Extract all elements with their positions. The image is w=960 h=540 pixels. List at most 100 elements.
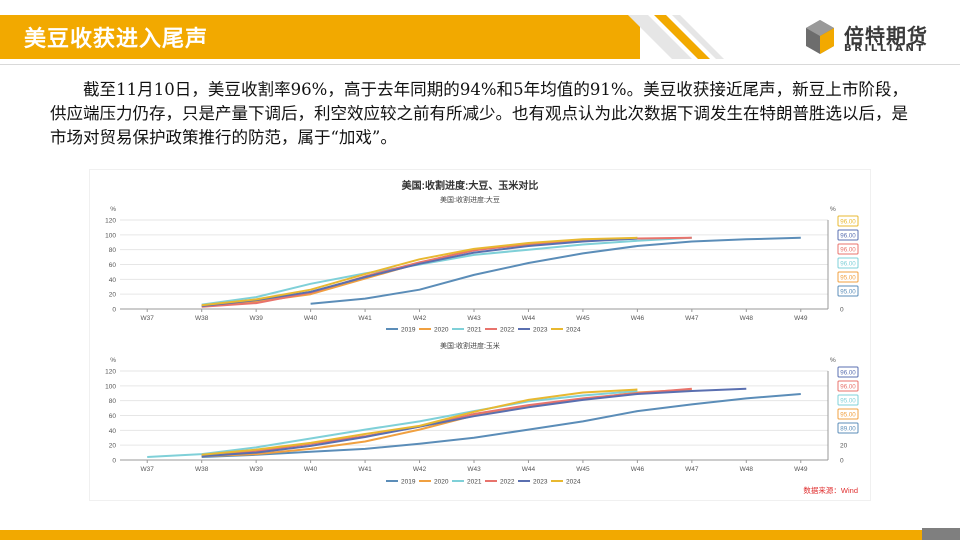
body-paragraph: 截至11月10日，美豆收割率96%，高于去年同期的94%和5年均值的91%。美豆… — [50, 80, 908, 147]
chart1-x-tick-label: W43 — [467, 315, 481, 322]
chart2-end-label-value: 96.00 — [840, 370, 856, 377]
chart1-end-label-box — [837, 257, 859, 269]
chart1-legend-label: 2021 — [467, 327, 482, 334]
chart2-legend-label: 2022 — [500, 479, 515, 486]
chart1-subtitle: 美国:收割进度:大豆 — [440, 195, 500, 204]
chart1-x-tick-label: W38 — [195, 315, 209, 322]
chart1-end-label-value: 95.00 — [840, 289, 856, 296]
chart1-x-tick-label: W48 — [740, 315, 754, 322]
chart1-y-tick-left: 120 — [105, 218, 116, 225]
chart2-y-tick-left: 60 — [109, 413, 117, 420]
chart2-legend-label: 2023 — [533, 479, 548, 486]
chart1-end-label-box — [837, 285, 859, 297]
chart1-x-tick-label: W42 — [413, 315, 427, 322]
chart2-end-label-value: 96.00 — [840, 384, 856, 391]
chart2-y-tick-left: 100 — [105, 383, 116, 390]
chart1-x-tick-label: W45 — [576, 315, 590, 322]
chart2-end-label-box — [837, 366, 859, 378]
logo-text-en: BRILLIANT — [844, 43, 926, 54]
chart1-end-label-value: 96.00 — [840, 261, 856, 268]
chart2-x-tick-label: W43 — [467, 466, 481, 473]
chart2-y-tick-left: 0 — [112, 458, 116, 465]
chart1-y-tick-left: 80 — [109, 247, 117, 254]
chart1-end-label-box — [837, 243, 859, 255]
chart1-y-unit-right: % — [830, 206, 836, 213]
chart2-y-tick-left: 40 — [109, 428, 117, 435]
chart2-x-tick-label: W47 — [685, 466, 699, 473]
footer-bar — [0, 530, 960, 540]
chart1-x-tick-label: W47 — [685, 315, 699, 322]
chart2-y-tick-left: 120 — [105, 369, 116, 376]
chart2-series-line-2019 — [201, 393, 801, 458]
chart1-legend-label: 2022 — [500, 327, 515, 334]
chart2-end-label-value: 95.00 — [840, 412, 856, 419]
chart1-y-tick-left: 60 — [109, 262, 117, 269]
chart2-x-tick-label: W41 — [358, 466, 372, 473]
chart1-y-tick-left: 0 — [112, 307, 116, 314]
figure-title: 美国:收割进度:大豆、玉米对比 — [402, 179, 539, 192]
chart2-series-line-2022 — [201, 387, 692, 457]
chart2-series-line-2021 — [147, 390, 638, 458]
chart1-legend-label: 2019 — [401, 327, 416, 334]
chart1-x-tick-label: W46 — [631, 315, 645, 322]
chart2-x-tick-label: W37 — [141, 466, 155, 473]
chart1-y-tick-left: 100 — [105, 232, 116, 239]
chart1-series-line-2023 — [201, 237, 638, 307]
chart2-subtitle: 美国:收割进度:玉米 — [440, 341, 500, 350]
chart2-end-label-value: 89.00 — [840, 426, 856, 433]
chart2-end-label-box — [837, 380, 859, 392]
chart1-x-tick-label: W41 — [358, 315, 372, 322]
chart1-end-label-value: 96.00 — [840, 219, 856, 226]
chart2-x-tick-label: W45 — [576, 466, 590, 473]
chart1-legend-label: 2020 — [434, 327, 449, 334]
footer-corner — [922, 528, 960, 540]
chart2-series-line-2023 — [201, 387, 747, 458]
chart1-end-label-box — [837, 271, 859, 283]
chart2-series-line-2024 — [201, 388, 638, 456]
chart1-x-tick-label: W44 — [522, 315, 536, 322]
chart2-x-tick-label: W39 — [249, 466, 263, 473]
chart2-legend-label: 2021 — [467, 479, 482, 486]
chart1-series-line-2021 — [201, 236, 692, 306]
chart2-y-unit-right: % — [830, 357, 836, 364]
chart2-x-tick-label: W46 — [631, 466, 645, 473]
chart1-end-label-value: 96.00 — [840, 233, 856, 240]
logo-icon — [806, 20, 834, 54]
chart1-x-tick-label: W39 — [249, 315, 263, 322]
chart2-legend-label: 2020 — [434, 479, 449, 486]
chart1-end-label-value: 95.00 — [840, 275, 856, 282]
chart1-y-tick-left: 40 — [109, 277, 117, 284]
chart2-y-unit-left: % — [110, 357, 116, 364]
chart2-end-label-box — [837, 394, 859, 406]
chart2-x-tick-label: W42 — [413, 466, 427, 473]
chart1-end-label-box — [837, 215, 859, 227]
chart1-x-tick-label: W49 — [794, 315, 808, 322]
harvest-progress-figure: 美国:收割进度:大豆、玉米对比 数据来源：Wind 美国:收割进度:大豆% % 0 2… — [105, 179, 859, 495]
chart1-y-tick-right: 0 — [840, 307, 844, 314]
chart-panel: 美国:收割进度:大豆、玉米对比 数据来源：Wind 美国:收割进度:大豆%% 0 2… — [90, 170, 870, 500]
chart2-x-tick-label: W48 — [740, 466, 754, 473]
chart2-x-tick-label: W40 — [304, 466, 318, 473]
chart2-y-tick-left: 20 — [109, 443, 117, 450]
chart2-end-label-box — [837, 422, 859, 434]
chart1-legend-label: 2024 — [566, 327, 581, 334]
chart2-x-tick-label: W44 — [522, 466, 536, 473]
chart1-end-label-value: 96.00 — [840, 247, 856, 254]
title-stripes-decoration — [628, 15, 724, 59]
chart1-end-label-box — [837, 229, 859, 241]
chart1-y-unit-left: % — [110, 206, 116, 213]
logo-text-cn: 倍特期货 — [844, 24, 928, 48]
chart2-y-tick-right: 0 — [840, 458, 844, 465]
chart1-x-tick-label: W40 — [304, 315, 318, 322]
chart2-legend-label: 2024 — [566, 479, 581, 486]
chart2-x-tick-label: W49 — [794, 466, 808, 473]
chart1-series-line-2024 — [201, 236, 638, 307]
chart2-end-label-box — [837, 408, 859, 420]
chart1-x-tick-label: W37 — [141, 315, 155, 322]
header-divider — [0, 64, 960, 65]
title-bar — [0, 15, 640, 59]
chart2-y-tick-left: 80 — [109, 398, 117, 405]
chart2-y-tick-right: 20 — [840, 443, 848, 450]
chart2-x-tick-label: W38 — [195, 466, 209, 473]
page-title: 美豆收获进入尾声 — [24, 27, 209, 52]
